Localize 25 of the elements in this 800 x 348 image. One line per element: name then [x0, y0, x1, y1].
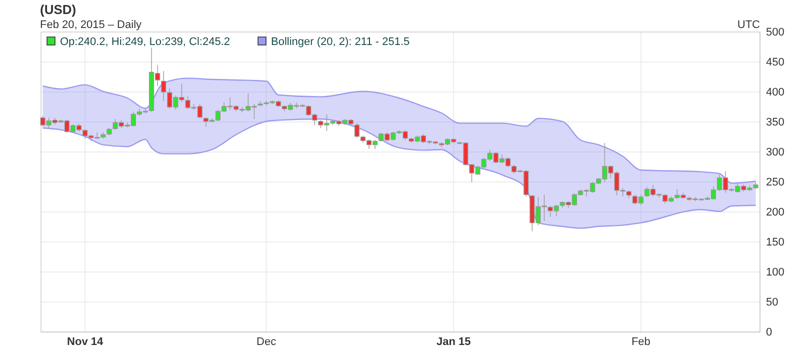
y-tick-label: 300	[766, 146, 784, 159]
y-tick-label: 200	[766, 206, 784, 219]
x-tick-label: Dec	[256, 336, 277, 348]
x-tick-label: Feb	[631, 336, 650, 348]
line-series	[42, 118, 756, 229]
y-tick-label: 50	[766, 296, 778, 309]
legend-label: Bollinger (20, 2): 211 - 251.5	[271, 36, 410, 48]
x-tick-label: Jan 15	[436, 336, 471, 348]
chart-title: (USD)	[40, 2, 76, 17]
line-series	[42, 78, 756, 184]
text: UTC	[737, 19, 760, 31]
y-tick-label: 450	[766, 56, 784, 69]
annotation: Op:240.2, Hi:249, Lo:239, Cl:245.2	[60, 36, 230, 48]
y-tick-label: 250	[766, 176, 784, 189]
y-tick-label: 0	[766, 326, 772, 339]
y-tick-label: 350	[766, 116, 784, 129]
y-tick-label: 100	[766, 266, 784, 279]
y-tick-label: 400	[766, 86, 784, 99]
y-tick-label: 150	[766, 236, 784, 249]
candlestick	[626, 190, 632, 199]
x-tick-label: Nov 14	[67, 336, 104, 348]
chart-subtitle: Feb 20, 2015 – Daily	[40, 19, 142, 31]
candlestick	[161, 70, 166, 102]
y-tick-label: 500	[766, 26, 784, 39]
candlestick	[106, 128, 112, 136]
